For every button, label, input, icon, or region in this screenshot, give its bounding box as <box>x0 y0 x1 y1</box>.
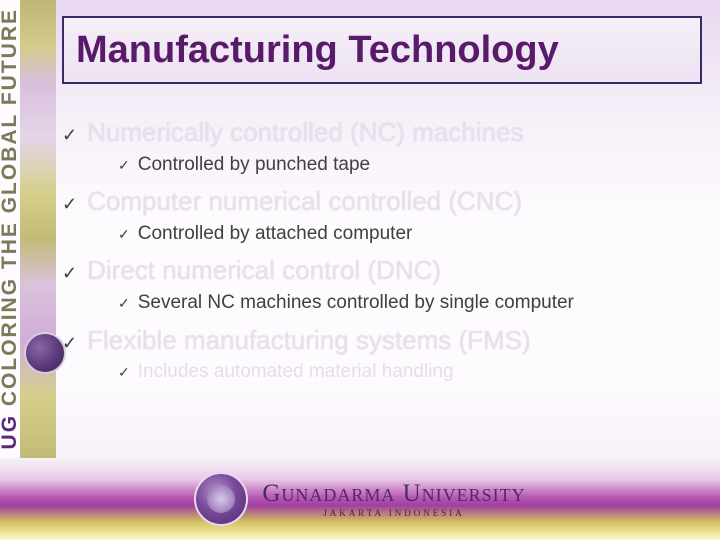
slide: UG COLORING THE GLOBAL FUTURE Manufactur… <box>0 0 720 540</box>
sidebar-accent-strip <box>20 0 56 460</box>
bullet-l1-text: Direct numerical control (DNC) <box>87 254 441 287</box>
university-seal-icon <box>194 472 248 526</box>
bullet-l1: ✓ Flexible manufacturing systems (FMS) <box>62 324 708 357</box>
checkmark-icon: ✓ <box>118 364 130 381</box>
footer-band: Gunadarma University JAKARTA INDONESIA <box>0 458 720 540</box>
footer-title-wrap: Gunadarma University JAKARTA INDONESIA <box>262 481 525 518</box>
sidebar-ug: UG <box>0 414 21 450</box>
bullet-l2: ✓ Controlled by attached computer <box>118 222 708 247</box>
sidebar-vertical-text: UG COLORING THE GLOBAL FUTURE <box>0 8 22 449</box>
bullet-l2: ✓ Several NC machines controlled by sing… <box>118 291 708 316</box>
checkmark-icon: ✓ <box>118 157 130 174</box>
bullet-l1: ✓ Direct numerical control (DNC) <box>62 254 708 287</box>
bullet-l2: ✓ Includes automated material handling <box>118 360 708 385</box>
checkmark-icon: ✓ <box>62 194 77 215</box>
bullet-l1-text: Numerically controlled (NC) machines <box>87 116 523 149</box>
bullet-l2-text: Several NC machines controlled by single… <box>138 291 574 316</box>
bullet-l2-text: Controlled by punched tape <box>138 153 370 178</box>
sidebar-rest: COLORING THE GLOBAL FUTURE <box>0 8 21 414</box>
slide-title: Manufacturing Technology <box>76 29 559 72</box>
footer-subtitle: JAKARTA INDONESIA <box>323 508 465 518</box>
content-area: ✓ Numerically controlled (NC) machines ✓… <box>62 108 708 391</box>
bullet-l2-text: Includes automated material handling <box>138 360 454 385</box>
bullet-l1-text: Computer numerical controlled (CNC) <box>87 185 522 218</box>
checkmark-icon: ✓ <box>118 295 130 312</box>
bullet-l2: ✓ Controlled by punched tape <box>118 153 708 178</box>
checkmark-icon: ✓ <box>118 226 130 243</box>
checkmark-icon: ✓ <box>62 263 77 284</box>
title-box: Manufacturing Technology <box>62 16 702 84</box>
bullet-l1-text: Flexible manufacturing systems (FMS) <box>87 324 531 357</box>
footer-university-name: Gunadarma University <box>262 481 525 506</box>
sidebar-text-column: UG COLORING THE GLOBAL FUTURE <box>0 0 20 460</box>
logo-circle-icon <box>24 332 66 374</box>
left-sidebar: UG COLORING THE GLOBAL FUTURE <box>0 0 56 460</box>
bullet-l1: ✓ Computer numerical controlled (CNC) <box>62 185 708 218</box>
checkmark-icon: ✓ <box>62 125 77 146</box>
bullet-l1: ✓ Numerically controlled (NC) machines <box>62 116 708 149</box>
bullet-l2-text: Controlled by attached computer <box>138 222 413 247</box>
